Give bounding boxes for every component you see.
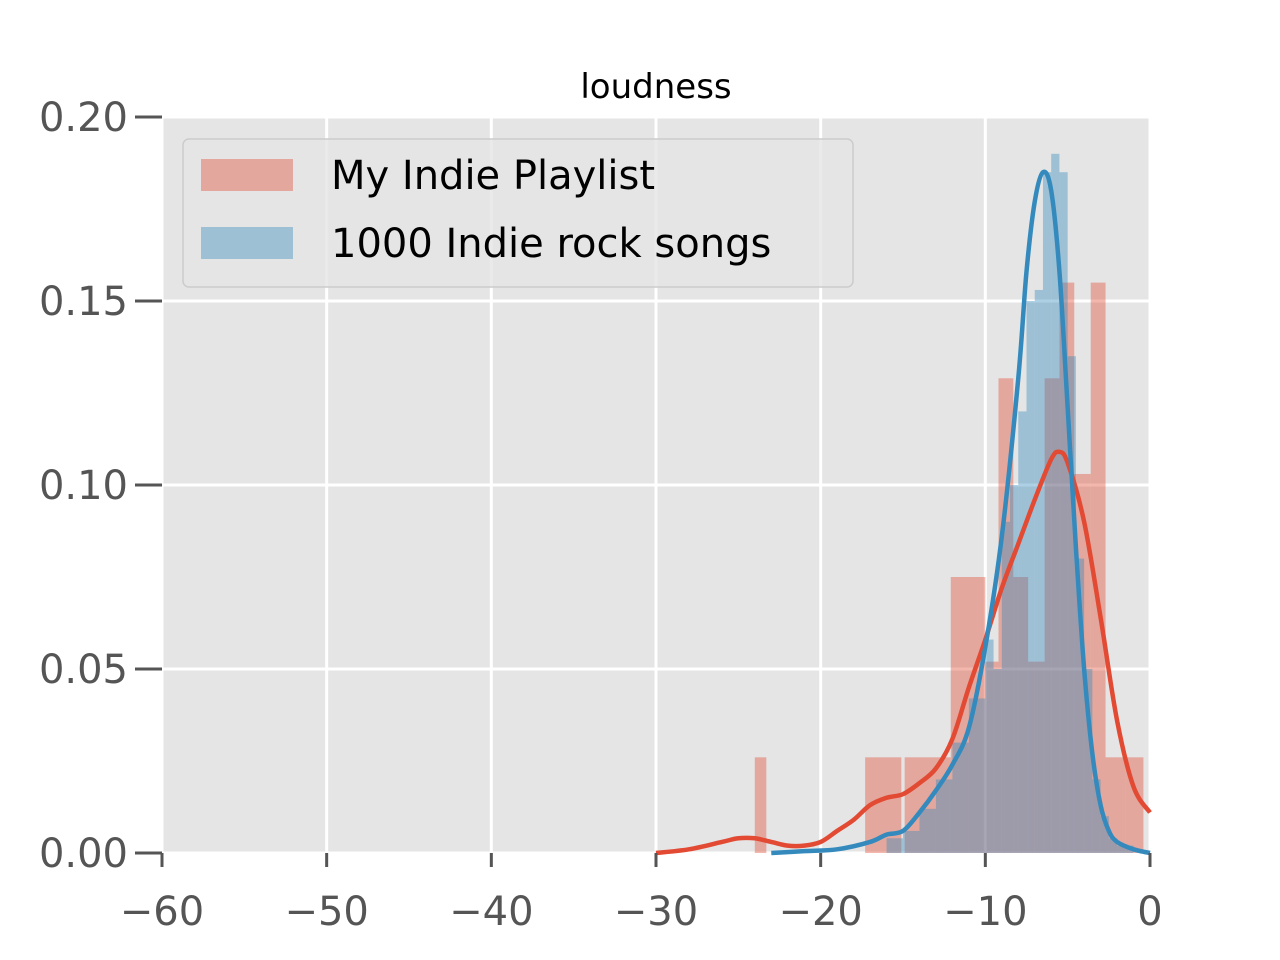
histogram-bar-rock-songs — [1018, 411, 1027, 853]
x-tick-label: −30 — [614, 889, 698, 935]
kde-lines — [655, 169, 1152, 856]
histogram-bar-rock-songs — [1026, 301, 1035, 853]
histogram-bar-rock-songs — [952, 742, 969, 853]
histogram-bar-rock-songs — [935, 779, 953, 853]
histogram-bar-rock-songs — [1067, 356, 1076, 853]
histogram-bar-playlist — [754, 757, 767, 853]
histogram-bar-rock-songs — [1059, 172, 1068, 853]
histogram-bar-rock-songs — [1084, 669, 1093, 853]
histogram-bar-playlist — [985, 661, 999, 853]
histogram-bar-playlist — [1013, 577, 1029, 853]
histogram-bar-rock-songs — [993, 669, 1002, 853]
y-tick-label: 0.20 — [39, 95, 128, 141]
legend-box — [182, 138, 854, 288]
x-tick-label: 0 — [1137, 889, 1162, 935]
histogram-bar-rock-songs — [1075, 558, 1085, 853]
histogram-bar-rock-songs — [1034, 289, 1043, 854]
histogram-bar-rock-songs — [1042, 172, 1052, 853]
histogram-bar-rock-songs — [1010, 485, 1019, 853]
histogram-bar-rock-songs — [919, 808, 936, 853]
legend-swatch — [201, 159, 293, 191]
y-tick-label: 0.00 — [39, 831, 128, 877]
legend: My Indie Playlist 1000 Indie rock songs — [182, 138, 854, 288]
histogram-bar-rock-songs — [985, 639, 994, 853]
legend-swatch — [201, 227, 293, 259]
histogram-bar-playlist — [950, 577, 986, 853]
kde-line-playlist — [655, 449, 1152, 856]
chart-title: loudness — [580, 67, 731, 107]
histogram-bar-rock-songs — [1108, 838, 1118, 853]
y-tick-label: 0.10 — [39, 463, 128, 509]
x-tick-label: −50 — [284, 889, 368, 935]
y-tick-label: 0.05 — [39, 647, 128, 693]
histogram-bar-rock-songs — [1001, 521, 1011, 853]
histogram-bar-rock-songs — [903, 830, 920, 853]
histogram-bar-playlist — [1090, 282, 1106, 854]
legend-label: 1000 Indie rock songs — [331, 221, 771, 267]
histogram-bar-playlist — [998, 378, 1014, 853]
kde-line-rock-songs — [771, 169, 1151, 856]
legend-label: My Indie Playlist — [331, 153, 655, 199]
histogram-bar-playlist — [1028, 661, 1045, 853]
histogram-bar-rock-songs — [1100, 816, 1109, 853]
histogram-bar-rock-songs — [1117, 845, 1134, 853]
x-tick-label: −60 — [120, 889, 204, 935]
x-tick-label: −10 — [943, 889, 1027, 935]
axis-ticks: −60 −50 −40 −30 −20 −10 0 0.00 0.05 0.10 0.15 0.20 — [39, 95, 1163, 935]
x-tick-label: −40 — [449, 889, 533, 935]
histogram-bar-rock-songs — [1051, 153, 1060, 854]
x-tick-label: −20 — [778, 889, 862, 935]
histogram-bar-playlist — [1044, 378, 1060, 853]
histogram-bar-rock-songs — [968, 698, 986, 853]
y-tick-label: 0.15 — [39, 279, 128, 325]
histogram-bar-rock-songs — [1092, 779, 1101, 853]
histogram-bar-rock-songs — [886, 838, 903, 853]
